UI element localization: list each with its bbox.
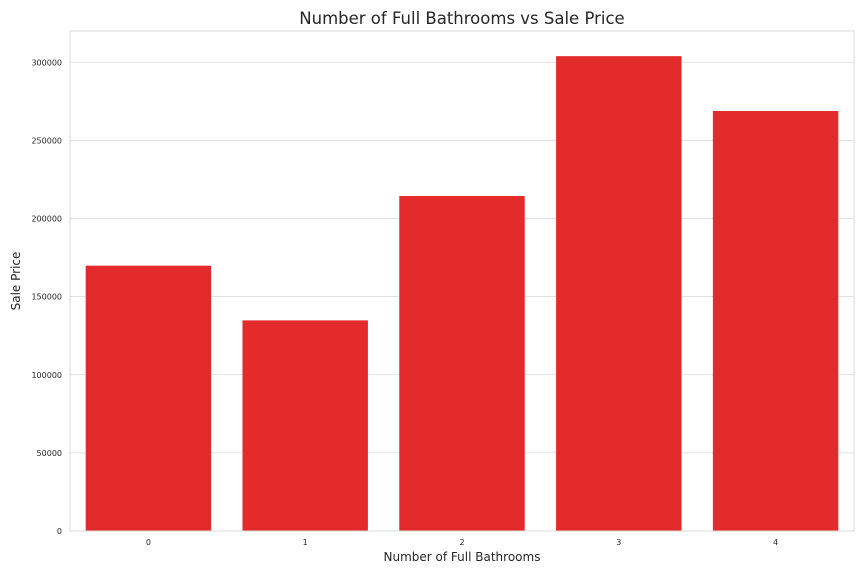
chart-title: Number of Full Bathrooms vs Sale Price [299,9,624,28]
bar-2 [399,196,525,531]
y-tick-label: 0 [57,527,62,536]
plot-frame [69,30,855,532]
x-tick-label: 0 [146,538,151,547]
y-tick-label: 200000 [31,215,62,224]
bar-4 [712,111,839,531]
x-tick-label: 2 [459,538,464,547]
x-tick-label: 1 [303,538,308,547]
y-tick-label: 100000 [31,371,62,380]
y-tick-label: 300000 [31,58,62,67]
x-tick-label: 4 [773,538,778,547]
y-tick-labels: 0 50000 100000 150000 200000 250000 300000 [31,58,62,536]
x-axis-label: Number of Full Bathrooms [384,550,541,564]
x-tick-label: 3 [616,538,621,547]
x-tick-labels: 0 1 2 3 4 [146,538,778,547]
bar-1 [242,320,368,531]
bar-3 [556,56,682,531]
y-axis-label: Sale Price [9,252,23,311]
y-tick-label: 250000 [31,136,62,145]
y-tick-label: 150000 [31,293,62,302]
y-tick-label: 50000 [37,449,62,458]
bars [85,56,839,531]
bar-0 [85,265,212,531]
